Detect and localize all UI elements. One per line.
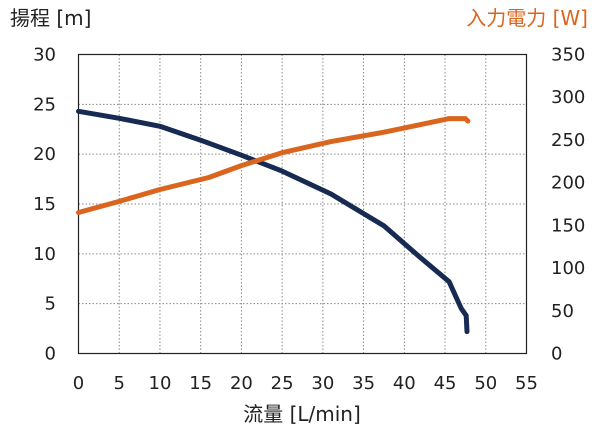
series-line-head [76, 108, 470, 335]
y-right-tick-label: 250 [551, 130, 585, 151]
x-tick-label: 35 [352, 373, 375, 394]
x-tick-label: 45 [434, 373, 457, 394]
y-left-tick-label: 10 [33, 244, 56, 265]
x-axis-title: 流量 [L/min] [243, 402, 361, 426]
x-tick-label: 50 [474, 373, 497, 394]
y-right-tick-label: 0 [551, 344, 562, 365]
y-right-tick-label: 50 [551, 301, 574, 322]
x-tick-label: 40 [393, 373, 416, 394]
x-tick-label: 10 [149, 373, 172, 394]
series-lines [76, 108, 471, 335]
x-tick-label: 5 [114, 373, 125, 394]
y-left-tick-labels: 0 5 10 15 20 25 30 [33, 45, 56, 365]
x-tick-label: 25 [271, 373, 294, 394]
y-left-tick-label: 15 [33, 194, 56, 215]
y-right-axis-title: 入力電力 [W] [466, 6, 588, 30]
x-tick-label: 30 [311, 373, 334, 394]
x-tick-label: 55 [515, 373, 538, 394]
series-line-input-power [76, 116, 471, 215]
y-right-tick-label: 300 [551, 87, 585, 108]
y-right-tick-label: 150 [551, 215, 585, 236]
y-left-tick-label: 30 [33, 45, 56, 66]
y-right-tick-label: 100 [551, 258, 585, 279]
x-tick-label: 20 [230, 373, 253, 394]
x-tick-label: 0 [73, 373, 84, 394]
y-left-axis-title: 揚程 [m] [10, 6, 91, 30]
y-right-tick-label: 350 [551, 45, 585, 66]
x-tick-label: 15 [189, 373, 212, 394]
y-left-tick-label: 0 [45, 344, 56, 365]
plot-frame [77, 53, 528, 355]
y-left-tick-label: 5 [45, 294, 56, 315]
y-left-tick-label: 20 [33, 144, 56, 165]
grid [78, 54, 527, 354]
x-tick-labels: 0 5 10 15 20 25 30 35 40 45 50 55 [73, 373, 538, 394]
y-right-tick-labels: 0 50 100 150 200 250 300 350 [551, 45, 585, 365]
y-right-tick-label: 200 [551, 173, 585, 194]
y-left-tick-label: 25 [33, 94, 56, 115]
